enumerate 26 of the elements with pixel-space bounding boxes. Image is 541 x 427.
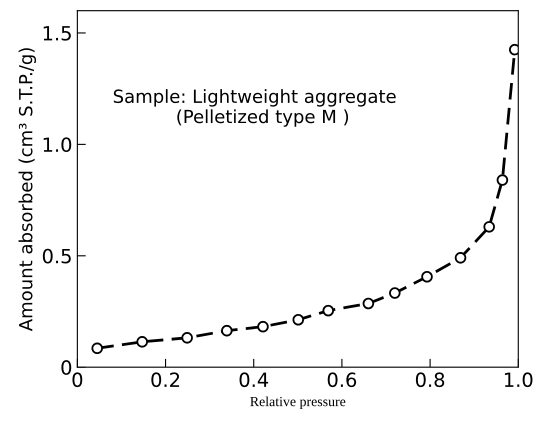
- point: [496, 174, 508, 186]
- x-tick-label: 0.2: [151, 372, 180, 388]
- y-axis-title: Amount absorbed (cm³ S.T.P./g): [18, 48, 36, 332]
- point: [483, 221, 495, 233]
- point: [181, 332, 193, 344]
- y-tick-label: 1.0: [44, 137, 72, 152]
- annotation: Sample: Lightweight aggregate (Pelletized type M ): [114, 89, 396, 127]
- x-tick-label: 0.8: [416, 372, 444, 388]
- x-axis-title: Relative pressure: [250, 396, 346, 410]
- x-tick-label: 0: [72, 372, 82, 388]
- point: [292, 314, 304, 326]
- x-tick-label: 0.6: [328, 372, 356, 388]
- x-tick-label: 1.0: [504, 372, 532, 388]
- point: [454, 252, 466, 264]
- point: [389, 287, 401, 299]
- point: [421, 270, 433, 283]
- y-tick-label: 0.5: [42, 248, 71, 264]
- point: [322, 304, 334, 316]
- point: [91, 342, 103, 354]
- y-tick-label: 1.5: [44, 26, 71, 41]
- point: [221, 324, 233, 336]
- point: [136, 336, 148, 348]
- point: [257, 320, 269, 332]
- y-tick-label: 0: [61, 360, 72, 375]
- point: [362, 298, 374, 310]
- x-tick-label: 0.4: [240, 372, 268, 388]
